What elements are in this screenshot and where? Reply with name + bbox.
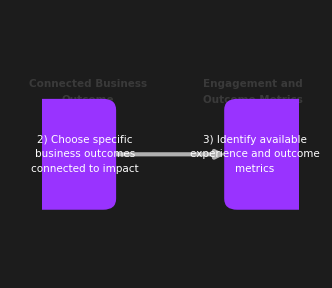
Text: Connected Business: Connected Business [29, 79, 147, 90]
FancyBboxPatch shape [224, 99, 332, 210]
Text: 3) Identify available
experience and outcome
metrics: 3) Identify available experience and out… [190, 134, 320, 174]
Text: 2) Choose specific
business outcomes
connected to impact: 2) Choose specific business outcomes con… [32, 134, 139, 174]
Text: Outcome: Outcome [61, 95, 114, 105]
FancyBboxPatch shape [0, 99, 116, 210]
Text: Engagement and: Engagement and [203, 79, 302, 90]
Text: Outcome Metrics: Outcome Metrics [203, 95, 302, 105]
